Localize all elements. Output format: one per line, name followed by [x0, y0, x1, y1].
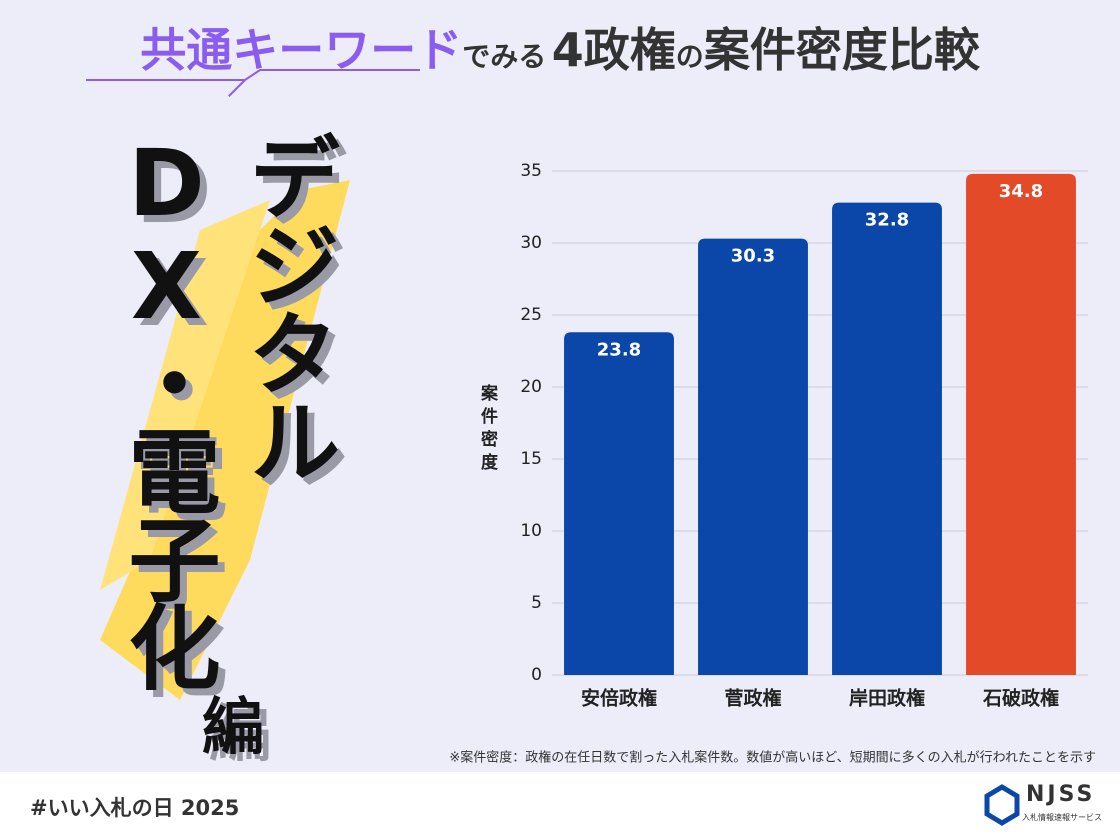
underline-tick — [228, 79, 246, 97]
value-label: 34.8 — [999, 181, 1043, 202]
y-axis-label: 案件密度 — [477, 383, 499, 476]
title-connector: でみる — [462, 40, 547, 73]
theme-line1: デジタル — [233, 130, 340, 482]
keyword-underline — [86, 69, 420, 81]
y-tick-label: 5 — [531, 593, 542, 613]
x-tick-label: 岸田政権 — [849, 687, 925, 710]
theme-line2: DX・電子化 — [113, 130, 220, 688]
bar — [564, 332, 674, 675]
keyword: 共通キーワード — [140, 23, 463, 77]
y-tick-label: 0 — [531, 665, 542, 685]
footer: #いい入札の日 2025 NJSS 入札情報速報サービス — [0, 772, 1120, 840]
title: 共通キーワードでみる 4政権の案件密度比較 — [0, 14, 1120, 80]
value-label: 23.8 — [597, 339, 641, 360]
y-tick-label: 30 — [520, 233, 542, 253]
hashtag: #いい入札の日 2025 — [30, 796, 240, 820]
bar — [832, 202, 942, 675]
logo-subtitle: 入札情報速報サービス — [1022, 813, 1102, 822]
theme-suffix: 編 — [191, 694, 264, 752]
x-tick-label: 安倍政権 — [581, 687, 657, 710]
x-tick-label: 石破政権 — [982, 687, 1059, 710]
logo: NJSS — [1026, 782, 1096, 807]
brush-stroke — [100, 180, 350, 700]
y-tick-label: 35 — [520, 161, 542, 181]
y-tick-label: 15 — [520, 449, 542, 469]
y-tick-label: 10 — [520, 521, 542, 541]
value-label: 32.8 — [865, 210, 909, 231]
bar — [966, 173, 1076, 675]
title-connector: の — [675, 40, 704, 73]
y-tick-label: 25 — [520, 305, 542, 325]
title-number: 4政権 — [551, 23, 676, 77]
bar — [698, 238, 808, 675]
logo-icon — [984, 784, 1020, 826]
x-tick-label: 菅政権 — [724, 687, 781, 710]
footnote: ※案件密度：政権の在任日数で割った入札案件数。数値が高いほど、短期間に多くの入札… — [449, 750, 1096, 766]
brush-stroke — [100, 200, 270, 590]
title-text: 案件密度比較 — [703, 23, 980, 77]
y-tick-label: 20 — [520, 377, 542, 397]
value-label: 30.3 — [731, 246, 775, 267]
